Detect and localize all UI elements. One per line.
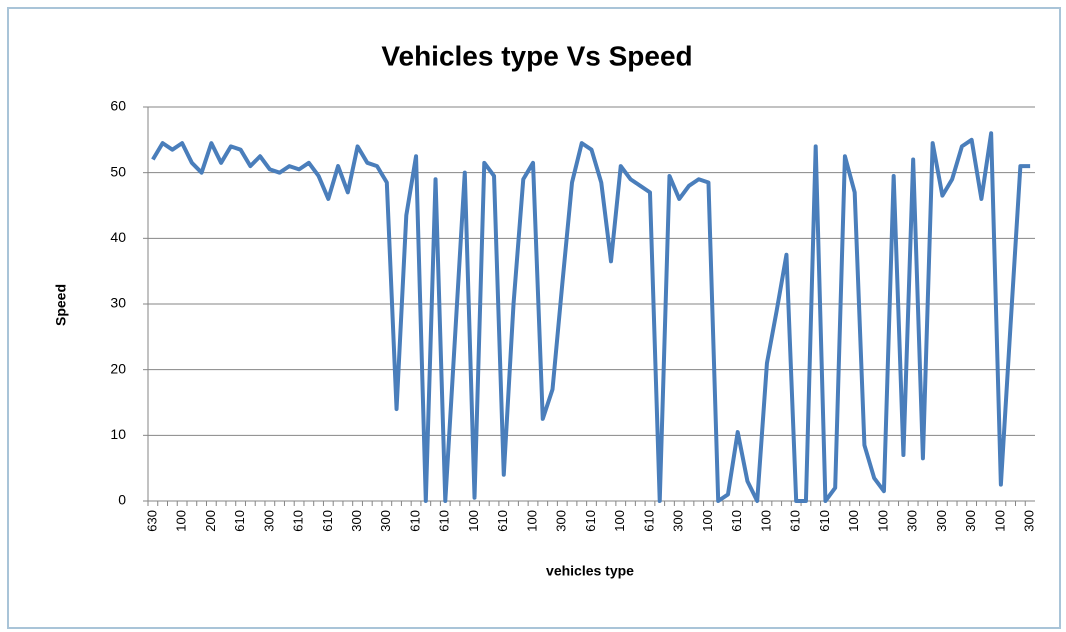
x-tick-label: 100 bbox=[466, 510, 481, 532]
x-tick-label: 300 bbox=[378, 510, 393, 532]
y-tick-label: 40 bbox=[110, 229, 126, 245]
x-tick-label: 610 bbox=[232, 510, 247, 532]
x-tick-label: 630 bbox=[144, 510, 159, 532]
x-tick-label: 610 bbox=[437, 510, 452, 532]
x-tick-label: 100 bbox=[992, 510, 1007, 532]
y-tick-label: 20 bbox=[110, 360, 126, 376]
y-tick-label: 60 bbox=[110, 98, 126, 114]
x-tick-label: 100 bbox=[174, 510, 189, 532]
x-tick-label: 610 bbox=[817, 510, 832, 532]
y-tick-label: 10 bbox=[110, 426, 126, 442]
x-tick-label: 610 bbox=[641, 510, 656, 532]
y-tick-label: 30 bbox=[110, 295, 126, 311]
x-tick-label: 610 bbox=[583, 510, 598, 532]
x-tick-label: 100 bbox=[875, 510, 890, 532]
y-tick-label: 0 bbox=[118, 492, 126, 508]
x-tick-label: 300 bbox=[934, 510, 949, 532]
chart-frame bbox=[7, 7, 1061, 629]
x-tick-label: 300 bbox=[671, 510, 686, 532]
x-tick-label: 300 bbox=[905, 510, 920, 532]
x-tick-label: 300 bbox=[1022, 510, 1037, 532]
x-tick-label: 610 bbox=[291, 510, 306, 532]
x-tick-label: 100 bbox=[700, 510, 715, 532]
x-tick-label: 610 bbox=[788, 510, 803, 532]
x-tick-label: 300 bbox=[261, 510, 276, 532]
data-line bbox=[151, 131, 1031, 503]
x-tick-label: 610 bbox=[320, 510, 335, 532]
x-tick-label: 100 bbox=[612, 510, 627, 532]
x-tick-label: 100 bbox=[846, 510, 861, 532]
x-tick-label: 300 bbox=[963, 510, 978, 532]
x-tick-label: 200 bbox=[203, 510, 218, 532]
y-axis-label: Speed bbox=[53, 284, 69, 326]
x-axis-label: vehicles type bbox=[546, 563, 634, 579]
chart-title: Vehicles type Vs Speed bbox=[381, 40, 692, 71]
x-tick-label: 300 bbox=[349, 510, 364, 532]
y-tick-label: 50 bbox=[110, 163, 126, 179]
x-tick-label: 610 bbox=[495, 510, 510, 532]
x-tick-label: 100 bbox=[758, 510, 773, 532]
x-tick-label: 610 bbox=[729, 510, 744, 532]
x-tick-label: 610 bbox=[407, 510, 422, 532]
x-tick-label: 100 bbox=[524, 510, 539, 532]
x-tick-label: 300 bbox=[554, 510, 569, 532]
